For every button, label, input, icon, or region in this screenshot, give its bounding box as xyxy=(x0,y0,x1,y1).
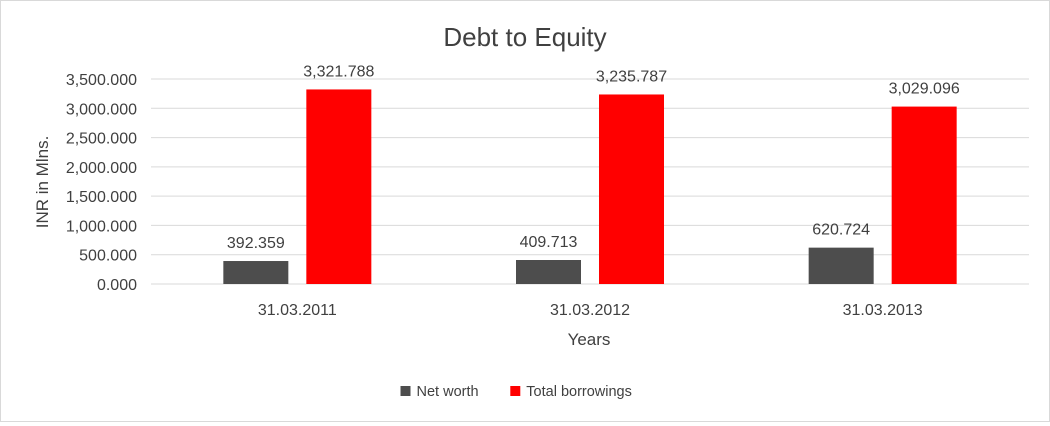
bar xyxy=(223,261,289,284)
bar xyxy=(808,247,874,284)
x-axis-label: Years xyxy=(568,330,611,349)
legend: Net worth Total borrowings xyxy=(400,384,632,400)
y-tick-label: 500.000 xyxy=(79,248,137,265)
legend-label: Net worth xyxy=(417,384,479,400)
chart-title: Debt to Equity xyxy=(443,22,606,52)
y-axis-tick-labels: 0.000 500.000 1,000.000 1,500.000 2,000.000 2… xyxy=(66,72,137,294)
y-tick-label: 0.000 xyxy=(97,277,137,294)
legend-swatch xyxy=(400,386,411,396)
x-axis-tick-labels: 31.03.2011 31.03.2012 31.03.2013 xyxy=(258,302,923,319)
y-tick-label: 3,000.000 xyxy=(66,101,137,118)
bar-value-label: 409.713 xyxy=(520,234,578,251)
x-tick-label: 31.03.2011 xyxy=(258,302,337,319)
bar xyxy=(891,106,957,285)
y-tick-label: 1,500.000 xyxy=(66,189,137,206)
y-tick-label: 1,000.000 xyxy=(66,218,137,235)
y-tick-label: 3,500.000 xyxy=(66,72,137,89)
legend-swatch xyxy=(510,386,521,396)
data-labels: 392.359 3,321.788 409.713 3,235.787 620.724 3… xyxy=(227,63,960,252)
bar-value-label: 3,235.787 xyxy=(596,68,667,85)
bar xyxy=(516,260,581,284)
y-tick-label: 2,000.000 xyxy=(66,160,137,177)
gridlines xyxy=(151,78,1029,285)
bar-value-label: 3,029.096 xyxy=(889,81,960,98)
x-tick-label: 31.03.2013 xyxy=(843,302,923,319)
x-tick-label: 31.03.2012 xyxy=(550,302,630,319)
bar xyxy=(306,89,372,284)
bar-value-label: 392.359 xyxy=(227,235,285,252)
bars xyxy=(223,89,957,285)
y-tick-label: 2,500.000 xyxy=(66,131,137,148)
bar xyxy=(599,94,664,284)
y-axis-label: INR in Mlns. xyxy=(33,136,52,229)
legend-label: Total borrowings xyxy=(526,384,632,400)
bar-value-label: 3,321.788 xyxy=(303,63,374,80)
bar-value-label: 620.724 xyxy=(812,222,870,239)
